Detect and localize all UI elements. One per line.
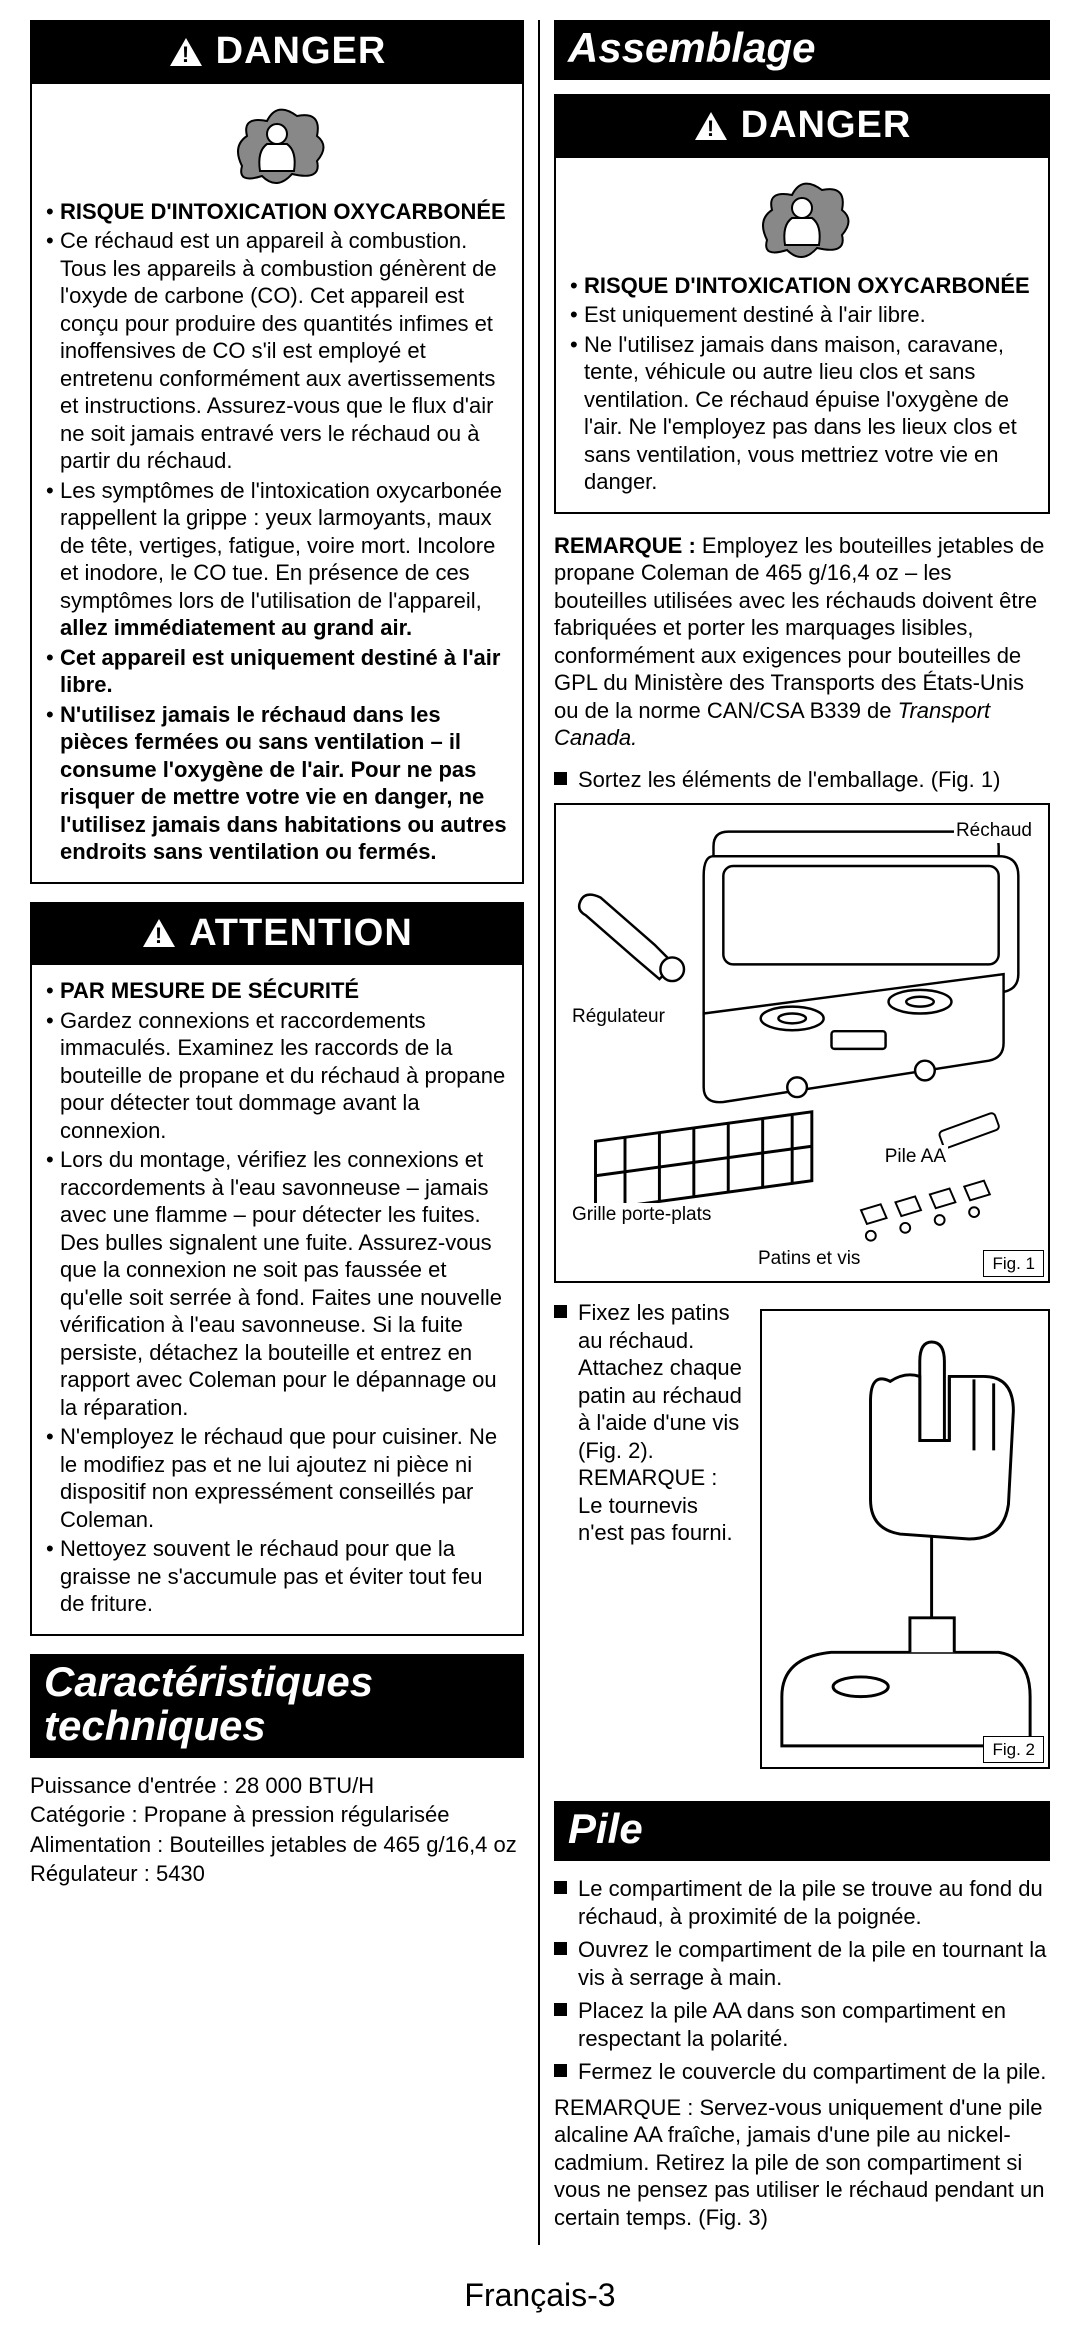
spec-line: Régulateur : 5430 (30, 1860, 524, 1888)
spec-line: Puissance d'entrée : 28 000 BTU/H (30, 1772, 524, 1800)
attention-label: ATTENTION (189, 910, 413, 958)
danger-left-item: N'utilisez jamais le réchaud dans les pi… (46, 701, 508, 866)
fig1-callout-regulateur: Régulateur (570, 1005, 667, 1029)
assembly-step-2: Fixez les patins au réchaud. Attachez ch… (554, 1299, 746, 1547)
danger-left-item: Ce réchaud est un appareil à combustion.… (46, 227, 508, 475)
co-hazard-icon (747, 170, 857, 260)
pile-list: Le compartiment de la pile se trouve au … (554, 1875, 1050, 2086)
fig1-callout-rechaud: Réchaud (954, 819, 1034, 843)
attention-item: N'employez le réchaud que pour cuisiner.… (46, 1423, 508, 1533)
left-column: ! DANGER RISQUE D'INTOXICATION OXYCARBON… (20, 20, 540, 2245)
pile-item: Ouvrez le compartiment de la pile en tou… (554, 1936, 1050, 1991)
pile-item: Fermez le couvercle du compartiment de l… (554, 2058, 1050, 2086)
attention-box: ! ATTENTION PAR MESURE DE SÉCURITÉ Garde… (30, 902, 524, 1636)
figure-1: Réchaud Régulateur Pile AA Grille porte-… (554, 803, 1050, 1283)
remark-1: REMARQUE : Employez les bouteilles jetab… (554, 532, 1050, 752)
attention-safety-heading: PAR MESURE DE SÉCURITÉ (46, 977, 508, 1005)
danger-box-right: ! DANGER RISQUE D'INTOXICATION OXYCARBON… (554, 94, 1050, 514)
fig1-callout-grille: Grille porte-plats (570, 1203, 713, 1227)
assembly-steps-2: Fixez les patins au réchaud. Attachez ch… (554, 1299, 746, 1547)
assembly-title: Assemblage (554, 20, 1050, 80)
fig2-label: Fig. 2 (983, 1736, 1044, 1763)
svg-text:!: ! (155, 923, 163, 948)
danger-label: DANGER (216, 28, 387, 76)
danger-heading-left: ! DANGER (32, 22, 522, 84)
specs-title: Caractéristiques techniques (30, 1654, 524, 1758)
attention-heading: ! ATTENTION (32, 904, 522, 966)
attention-item: Nettoyez souvent le réchaud pour que la … (46, 1535, 508, 1618)
co-hazard-icon (222, 96, 332, 186)
svg-text:!: ! (181, 42, 189, 67)
right-column: Assemblage ! DANGER RISQUE D'INTOXICATIO… (540, 20, 1060, 2245)
danger-left-list: RISQUE D'INTOXICATION OXYCARBONÉE Ce réc… (46, 198, 508, 866)
danger-left-item: Les symptômes de l'intoxication oxycarbo… (46, 477, 508, 642)
fig1-callout-pile: Pile AA (883, 1145, 948, 1169)
danger-right-list: RISQUE D'INTOXICATION OXYCARBONÉE Est un… (570, 272, 1034, 496)
specs-lines: Puissance d'entrée : 28 000 BTU/H Catégo… (30, 1772, 524, 1888)
fig1-callout-patins: Patins et vis (756, 1247, 862, 1271)
fig1-label: Fig. 1 (983, 1250, 1044, 1277)
danger-right-item: Ne l'utilisez jamais dans maison, carava… (570, 331, 1034, 496)
figure-2: Fig. 2 (760, 1309, 1050, 1769)
page-footer: Français-3 (20, 2275, 1060, 2315)
page: ! DANGER RISQUE D'INTOXICATION OXYCARBON… (20, 20, 1060, 2245)
danger-heading-right: ! DANGER (556, 96, 1048, 158)
step2-text-wrap: Fixez les patins au réchaud. Attachez ch… (554, 1299, 746, 1553)
step2-row: Fixez les patins au réchaud. Attachez ch… (554, 1299, 1050, 1785)
danger-right-risk-heading: RISQUE D'INTOXICATION OXYCARBONÉE (570, 272, 1034, 300)
spec-line: Alimentation : Bouteilles jetables de 46… (30, 1831, 524, 1859)
warning-triangle-icon: ! (141, 917, 177, 949)
danger-left-item: Cet appareil est uniquement destiné à l'… (46, 644, 508, 699)
danger-label: DANGER (741, 102, 912, 150)
attention-list: PAR MESURE DE SÉCURITÉ Gardez connexions… (46, 977, 508, 1618)
assembly-steps: Sortez les éléments de l'emballage. (Fig… (554, 766, 1050, 794)
pile-remark: REMARQUE : Servez-vous uniquement d'une … (554, 2094, 1050, 2232)
attention-item: Lors du montage, vérifiez les connexions… (46, 1146, 508, 1421)
danger-right-item: Est uniquement destiné à l'air libre. (570, 301, 1034, 329)
svg-text:!: ! (706, 116, 714, 141)
warning-triangle-icon: ! (693, 110, 729, 142)
attention-item: Gardez connexions et raccordements immac… (46, 1007, 508, 1145)
pile-item: Placez la pile AA dans son compartiment … (554, 1997, 1050, 2052)
pile-title: Pile (554, 1801, 1050, 1861)
assembly-step-1: Sortez les éléments de l'emballage. (Fig… (554, 766, 1050, 794)
danger-left-risk-heading: RISQUE D'INTOXICATION OXYCARBONÉE (46, 198, 508, 226)
screwdriver-hand-illustration (772, 1321, 1038, 1757)
warning-triangle-icon: ! (168, 36, 204, 68)
pile-item: Le compartiment de la pile se trouve au … (554, 1875, 1050, 1930)
danger-box-left: ! DANGER RISQUE D'INTOXICATION OXYCARBON… (30, 20, 524, 884)
spec-line: Catégorie : Propane à pression régularis… (30, 1801, 524, 1829)
